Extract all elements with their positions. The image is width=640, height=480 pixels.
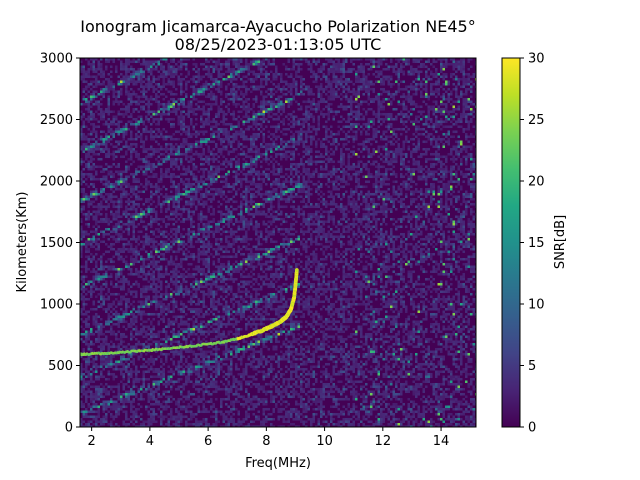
y-axis-label: Kilometers(Km)	[15, 192, 30, 293]
y-tick-label: 1000	[40, 298, 73, 313]
y-tick-label: 2000	[40, 175, 73, 190]
heatmap-cells	[80, 58, 476, 427]
y-tick-label: 0	[65, 421, 73, 436]
y-tick-label: 1500	[40, 236, 73, 251]
y-tick-label: 3000	[40, 52, 73, 67]
colorbar-tick-label: 20	[528, 175, 545, 190]
colorbar-tick-label: 10	[528, 298, 545, 313]
x-tick-label: 10	[316, 434, 333, 449]
colorbar-ticks: 0 5 10 15 20 25 30	[520, 52, 545, 436]
colorbar-tick-label: 0	[528, 421, 536, 436]
y-axis: 0 500 1000 1500 2000 2500 3000	[40, 52, 80, 436]
x-tick-label: 2	[88, 434, 96, 449]
colorbar-label: SNR[dB]	[553, 215, 568, 269]
colorbar-tick-label: 5	[528, 359, 536, 374]
x-tick-label: 6	[204, 434, 212, 449]
colorbar-tick-label: 30	[528, 52, 545, 67]
colorbar-gradient	[502, 58, 520, 427]
chart-subtitle: 08/25/2023-01:13:05 UTC	[175, 35, 382, 54]
colorbar-tick-label: 25	[528, 113, 545, 128]
colorbar: 0 5 10 15 20 25 30 SNR[dB]	[501, 52, 568, 436]
y-tick-label: 500	[48, 359, 73, 374]
x-axis: 2 4 6 8 10 12 14	[88, 427, 450, 449]
plot-area	[80, 58, 476, 427]
x-tick-label: 4	[146, 434, 154, 449]
x-tick-label: 14	[433, 434, 450, 449]
x-tick-label: 8	[262, 434, 270, 449]
colorbar-tick-label: 15	[528, 236, 545, 251]
chart-title: Ionogram Jicamarca-Ayacucho Polarization…	[80, 17, 475, 36]
x-tick-label: 12	[375, 434, 392, 449]
y-tick-label: 2500	[40, 113, 73, 128]
echo-trace	[80, 268, 299, 357]
x-axis-label: Freq(MHz)	[245, 456, 311, 471]
